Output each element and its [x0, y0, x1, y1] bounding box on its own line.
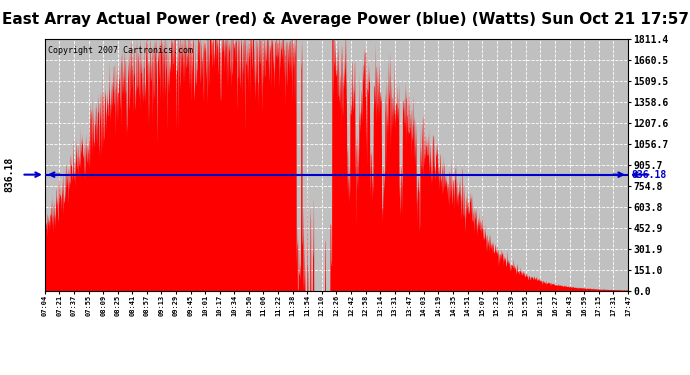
Text: 836.18: 836.18: [631, 170, 667, 180]
Text: Copyright 2007 Cartronics.com: Copyright 2007 Cartronics.com: [48, 46, 193, 55]
Text: East Array Actual Power (red) & Average Power (blue) (Watts) Sun Oct 21 17:57: East Array Actual Power (red) & Average …: [1, 12, 689, 27]
Text: 836.18: 836.18: [4, 157, 14, 192]
